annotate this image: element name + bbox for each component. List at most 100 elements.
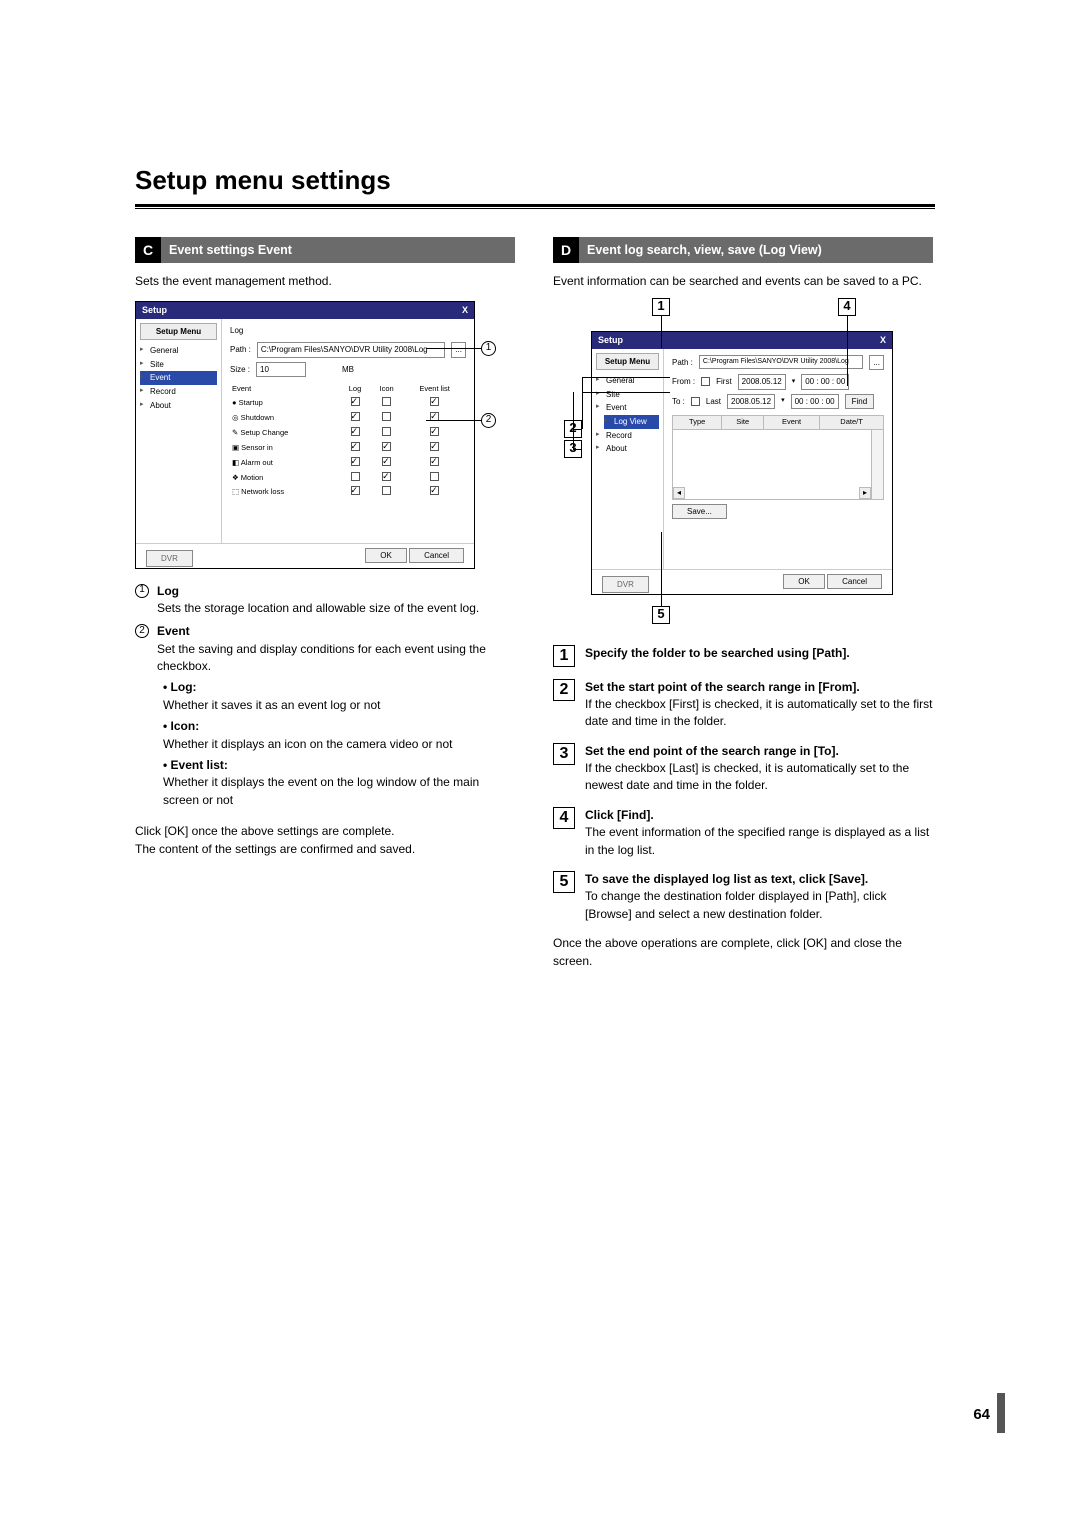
scroll-right-icon[interactable]: ▸	[859, 487, 871, 499]
size-input[interactable]: 10	[256, 362, 306, 378]
scroll-left-icon[interactable]: ◂	[673, 487, 685, 499]
th-icon: Icon	[370, 383, 403, 396]
step-body: To save the displayed log list as text, …	[585, 871, 933, 923]
step-body: Set the start point of the search range …	[585, 679, 933, 731]
step-text: If the checkbox [Last] is checked, it is…	[585, 760, 933, 795]
cancel-button-d[interactable]: Cancel	[827, 574, 882, 589]
lh-event: Event	[763, 416, 819, 430]
step-num: 3	[553, 743, 575, 765]
tree-event[interactable]: Event	[140, 371, 217, 385]
callout-1: 1	[481, 341, 496, 356]
browse-button[interactable]: ...	[451, 342, 466, 358]
leader-b5	[661, 532, 662, 606]
tree-record-d[interactable]: Record	[596, 429, 659, 443]
lh-site: Site	[722, 416, 764, 430]
to-time[interactable]: 00 : 00 : 00	[791, 394, 839, 410]
tree-site[interactable]: Site	[140, 358, 217, 372]
leader-b2	[582, 377, 670, 378]
step-list: 1Specify the folder to be searched using…	[553, 645, 933, 924]
section-header-d: D Event log search, view, save (Log View…	[553, 237, 933, 263]
callout-box-4: 4	[838, 298, 856, 316]
setup-menu-head-d: Setup Menu	[596, 353, 659, 371]
to-date[interactable]: 2008.05.12	[727, 394, 775, 410]
step-num: 5	[553, 871, 575, 893]
page-bar	[997, 1393, 1005, 1433]
event-table: Event Log Icon Event list ● Startup◎ Shu…	[230, 383, 466, 500]
to-row: To : Last 2008.05.12 ▾ 00 : 00 : 00 Find	[672, 394, 884, 410]
first-checkbox[interactable]	[701, 377, 710, 386]
callout-2: 2	[481, 413, 496, 428]
step-text: If the checkbox [First] is checked, it i…	[585, 696, 933, 731]
table-row: ✎ Setup Change	[230, 426, 466, 441]
step-head: Set the end point of the search range in…	[585, 743, 933, 760]
dvr-button-d[interactable]: DVR	[602, 576, 649, 594]
bullet-log-b: Whether it saves it as an event log or n…	[163, 698, 380, 712]
path-row: Path : C:\Program Files\SANYO\DVR Utilit…	[230, 342, 466, 358]
step-body: Set the end point of the search range in…	[585, 743, 933, 795]
table-row: ● Startup	[230, 396, 466, 411]
num-head-1: Log	[157, 583, 479, 600]
bullet-log-h: Log:	[171, 680, 197, 694]
step-head: Click [Find].	[585, 807, 933, 824]
ok-button-d[interactable]: OK	[783, 574, 825, 589]
leader-b2h	[573, 429, 582, 430]
tree-about-d[interactable]: About	[596, 442, 659, 456]
ss-footer-d: DVR OK Cancel	[592, 569, 892, 600]
path-row-d: Path : C:\Program Files\SANYO\DVR Utilit…	[672, 355, 884, 371]
page-number: 64	[973, 1406, 990, 1423]
size-label: Size :	[230, 364, 250, 376]
num-item-1: 1 Log Sets the storage location and allo…	[135, 583, 515, 618]
bullet-icon-b: Whether it displays an icon on the camer…	[163, 737, 453, 751]
scrollbar[interactable]	[871, 430, 883, 499]
path-label-d: Path :	[672, 357, 693, 369]
step-item: 5 To save the displayed log list as text,…	[553, 871, 933, 923]
step-body: Specify the folder to be searched using …	[585, 645, 850, 667]
from-time[interactable]: 00 : 00 : 00	[801, 374, 849, 390]
step-text: To change the destination folder display…	[585, 888, 933, 923]
step-body: Click [Find].The event information of th…	[585, 807, 933, 859]
browse-button-d[interactable]: ...	[869, 355, 884, 371]
step-head: Specify the folder to be searched using …	[585, 645, 850, 662]
leader-b3	[582, 392, 670, 393]
table-row: ⬚ Network loss	[230, 485, 466, 500]
save-button[interactable]: Save...	[672, 504, 727, 519]
leader-b4	[847, 316, 848, 386]
bullet-evl: Event list: Whether it displays the event…	[163, 757, 515, 809]
last-checkbox[interactable]	[691, 397, 700, 406]
bullet-evl-b: Whether it displays the event on the log…	[163, 775, 479, 806]
ss-tree-d: Setup Menu General Site Event Log View R…	[592, 349, 664, 569]
tree-about[interactable]: About	[140, 399, 217, 413]
path-input-d[interactable]: C:\Program Files\SANYO\DVR Utility 2008\…	[699, 355, 863, 369]
section-title: Event settings Event	[161, 237, 515, 263]
th-event: Event	[230, 383, 340, 396]
page-content: Setup menu settings C Event settings Eve…	[135, 165, 935, 970]
path-input[interactable]: C:\Program Files\SANYO\DVR Utility 2008\…	[257, 342, 445, 358]
step-item: 3 Set the end point of the search range i…	[553, 743, 933, 795]
close-icon-d[interactable]: X	[880, 334, 886, 347]
close-icon[interactable]: X	[462, 304, 468, 317]
tree-general[interactable]: General	[140, 344, 217, 358]
tree-site-d[interactable]: Site	[596, 388, 659, 402]
table-row: ◧ Alarm out	[230, 456, 466, 471]
dvr-button[interactable]: DVR	[146, 550, 193, 568]
tree-logview-d[interactable]: Log View	[604, 415, 659, 429]
to-label: To :	[672, 396, 685, 408]
bullet-icon: Icon:Whether it displays an icon on the …	[163, 718, 515, 753]
step-item: 4Click [Find].The event information of t…	[553, 807, 933, 859]
numbered-list: 1 Log Sets the storage location and allo…	[135, 583, 515, 814]
section-letter: C	[135, 237, 161, 263]
cancel-button[interactable]: Cancel	[409, 548, 464, 563]
left-column: C Event settings Event Sets the event ma…	[135, 237, 515, 970]
right-column: D Event log search, view, save (Log View…	[553, 237, 933, 970]
from-date[interactable]: 2008.05.12	[738, 374, 786, 390]
find-button[interactable]: Find	[845, 394, 875, 410]
tree-event-d[interactable]: Event	[596, 401, 659, 415]
ss-tree: Setup Menu General Site Event Record Abo…	[136, 319, 222, 543]
ok-button[interactable]: OK	[365, 548, 407, 563]
bullet-evl-h: Event list:	[171, 758, 228, 772]
callout-box-1: 1	[652, 298, 670, 316]
tree-record[interactable]: Record	[140, 385, 217, 399]
table-row: ❖ Motion	[230, 471, 466, 486]
size-row: Size : 10 MB	[230, 362, 466, 378]
log-table: Type Site Event Date/T	[672, 415, 884, 430]
